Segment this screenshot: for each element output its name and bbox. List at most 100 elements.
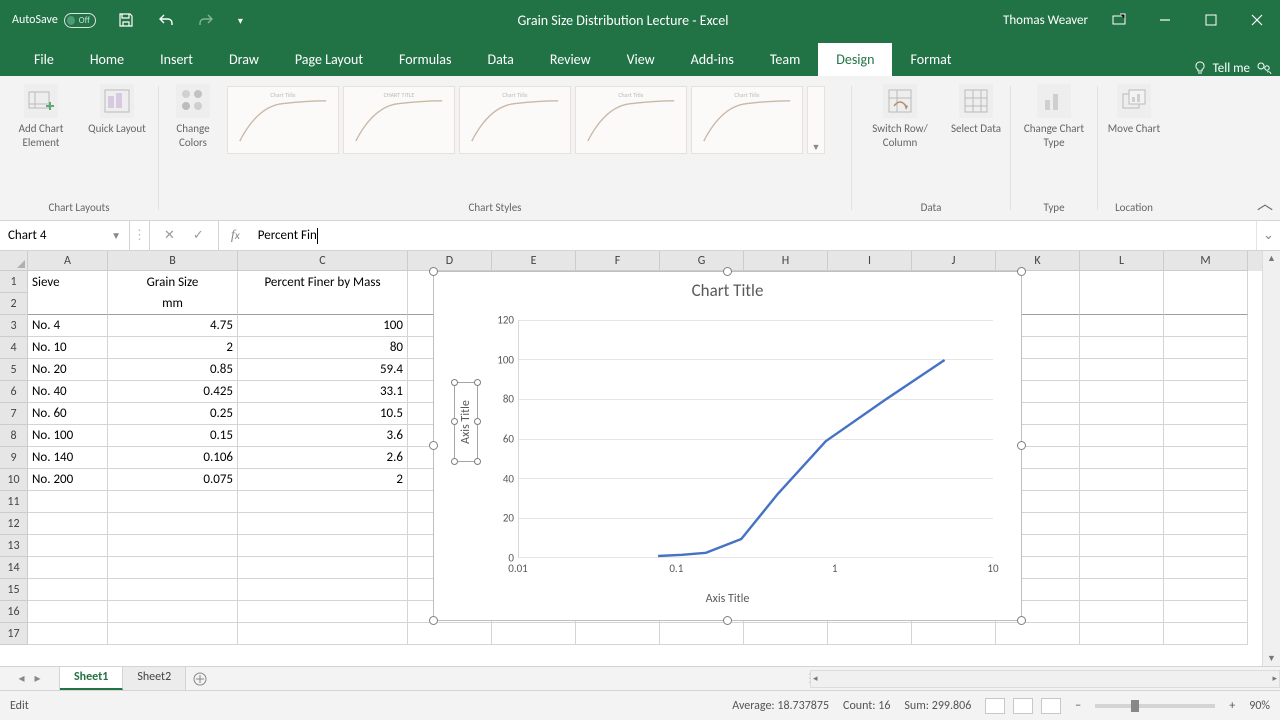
- select-all-corner[interactable]: [0, 251, 28, 271]
- x-axis-title[interactable]: Axis Title: [434, 592, 1021, 606]
- ribbon-tab-add-ins[interactable]: Add-ins: [673, 43, 752, 76]
- cell[interactable]: mm: [108, 293, 238, 315]
- ribbon-display-icon[interactable]: [1096, 0, 1142, 40]
- cell[interactable]: [492, 623, 576, 645]
- name-box[interactable]: Chart 4 ▼: [0, 221, 130, 250]
- column-header[interactable]: H: [744, 251, 828, 271]
- cell[interactable]: [1164, 491, 1248, 513]
- cell[interactable]: [238, 535, 408, 557]
- cell[interactable]: [1164, 359, 1248, 381]
- column-header[interactable]: K: [996, 251, 1080, 271]
- cell[interactable]: 80: [238, 337, 408, 359]
- cell[interactable]: 2: [108, 337, 238, 359]
- cell[interactable]: [108, 535, 238, 557]
- quick-layout-button[interactable]: Quick Layout: [82, 84, 152, 136]
- cell[interactable]: [238, 579, 408, 601]
- cell[interactable]: [238, 293, 408, 315]
- view-buttons[interactable]: [985, 698, 1061, 714]
- autosave-toggle[interactable]: Off: [64, 13, 96, 28]
- cell[interactable]: 59.4: [238, 359, 408, 381]
- cell[interactable]: [1164, 381, 1248, 403]
- ribbon-tab-page-layout[interactable]: Page Layout: [277, 43, 381, 76]
- cell[interactable]: [1080, 381, 1164, 403]
- cell[interactable]: 0.106: [108, 447, 238, 469]
- cell[interactable]: Sieve: [28, 271, 108, 293]
- ribbon-tab-insert[interactable]: Insert: [142, 43, 211, 76]
- cell[interactable]: [1080, 359, 1164, 381]
- chart-resize-handle[interactable]: [429, 267, 438, 276]
- cell[interactable]: No. 10: [28, 337, 108, 359]
- cell[interactable]: No. 40: [28, 381, 108, 403]
- row-header[interactable]: 10: [0, 469, 28, 491]
- zoom-out-icon[interactable]: −: [1075, 699, 1081, 713]
- cell[interactable]: [238, 491, 408, 513]
- redo-icon[interactable]: [198, 12, 214, 28]
- name-box-expand-icon[interactable]: ⋮: [130, 221, 150, 250]
- row-header[interactable]: 14: [0, 557, 28, 579]
- column-header[interactable]: B: [108, 251, 238, 271]
- cell[interactable]: [28, 293, 108, 315]
- cell[interactable]: [108, 623, 238, 645]
- ribbon-tab-formulas[interactable]: Formulas: [381, 43, 469, 76]
- horizontal-scrollbar[interactable]: ◂▸: [810, 670, 1280, 688]
- cell[interactable]: [28, 491, 108, 513]
- chart-style-thumb[interactable]: Chart Title: [691, 86, 803, 154]
- cell[interactable]: [660, 623, 744, 645]
- close-icon[interactable]: [1234, 0, 1280, 40]
- cell[interactable]: [1164, 447, 1248, 469]
- y-axis-title[interactable]: Axis Title: [454, 382, 478, 462]
- ribbon-tab-review[interactable]: Review: [532, 43, 609, 76]
- cell[interactable]: [828, 623, 912, 645]
- cell[interactable]: [1164, 623, 1248, 645]
- cell[interactable]: [1080, 535, 1164, 557]
- cell[interactable]: [1164, 469, 1248, 491]
- cell[interactable]: [1080, 271, 1164, 293]
- enter-icon[interactable]: ✓: [193, 228, 204, 243]
- column-header[interactable]: D: [408, 251, 492, 271]
- column-header[interactable]: J: [912, 251, 996, 271]
- cell[interactable]: [28, 579, 108, 601]
- row-header[interactable]: 8: [0, 425, 28, 447]
- row-header[interactable]: 7: [0, 403, 28, 425]
- cell[interactable]: 2: [238, 469, 408, 491]
- move-chart-button[interactable]: Move Chart: [1104, 84, 1164, 136]
- axis-title-handle[interactable]: [451, 458, 458, 465]
- cell[interactable]: No. 140: [28, 447, 108, 469]
- cell[interactable]: [108, 579, 238, 601]
- cell[interactable]: [1080, 623, 1164, 645]
- maximize-icon[interactable]: [1188, 0, 1234, 40]
- cell[interactable]: [1080, 293, 1164, 315]
- normal-view-icon[interactable]: [985, 698, 1005, 714]
- cell[interactable]: [1080, 425, 1164, 447]
- change-colors-button[interactable]: Change Colors: [165, 84, 221, 150]
- cell[interactable]: 100: [238, 315, 408, 337]
- chart-title[interactable]: Chart Title: [434, 272, 1021, 301]
- ribbon-tab-team[interactable]: Team: [752, 43, 818, 76]
- cell[interactable]: [238, 601, 408, 623]
- cell[interactable]: [912, 623, 996, 645]
- tell-me-label[interactable]: Tell me: [1213, 61, 1250, 76]
- cell[interactable]: [1164, 601, 1248, 623]
- chart-style-more-icon[interactable]: ▼: [807, 86, 825, 154]
- cell[interactable]: 10.5: [238, 403, 408, 425]
- cell[interactable]: No. 200: [28, 469, 108, 491]
- chart-style-thumb[interactable]: CHART TITLE: [343, 86, 455, 154]
- cell[interactable]: 33.1: [238, 381, 408, 403]
- page-layout-view-icon[interactable]: [1013, 698, 1033, 714]
- cell[interactable]: [28, 513, 108, 535]
- select-data-button[interactable]: Select Data: [948, 84, 1004, 136]
- cell[interactable]: [108, 601, 238, 623]
- cell[interactable]: [1080, 491, 1164, 513]
- cell[interactable]: 3.6: [238, 425, 408, 447]
- axis-title-handle[interactable]: [451, 418, 458, 425]
- chart-style-thumb[interactable]: Chart Title: [459, 86, 571, 154]
- column-header[interactable]: E: [492, 251, 576, 271]
- ribbon-tab-format[interactable]: Format: [892, 43, 969, 76]
- cell[interactable]: [28, 601, 108, 623]
- chart-resize-handle[interactable]: [429, 616, 438, 625]
- name-box-dropdown-icon[interactable]: ▼: [111, 229, 121, 242]
- row-header[interactable]: 13: [0, 535, 28, 557]
- chart-resize-handle[interactable]: [429, 441, 438, 450]
- add-chart-element-button[interactable]: Add Chart Element: [6, 84, 76, 150]
- chart-resize-handle[interactable]: [1017, 616, 1026, 625]
